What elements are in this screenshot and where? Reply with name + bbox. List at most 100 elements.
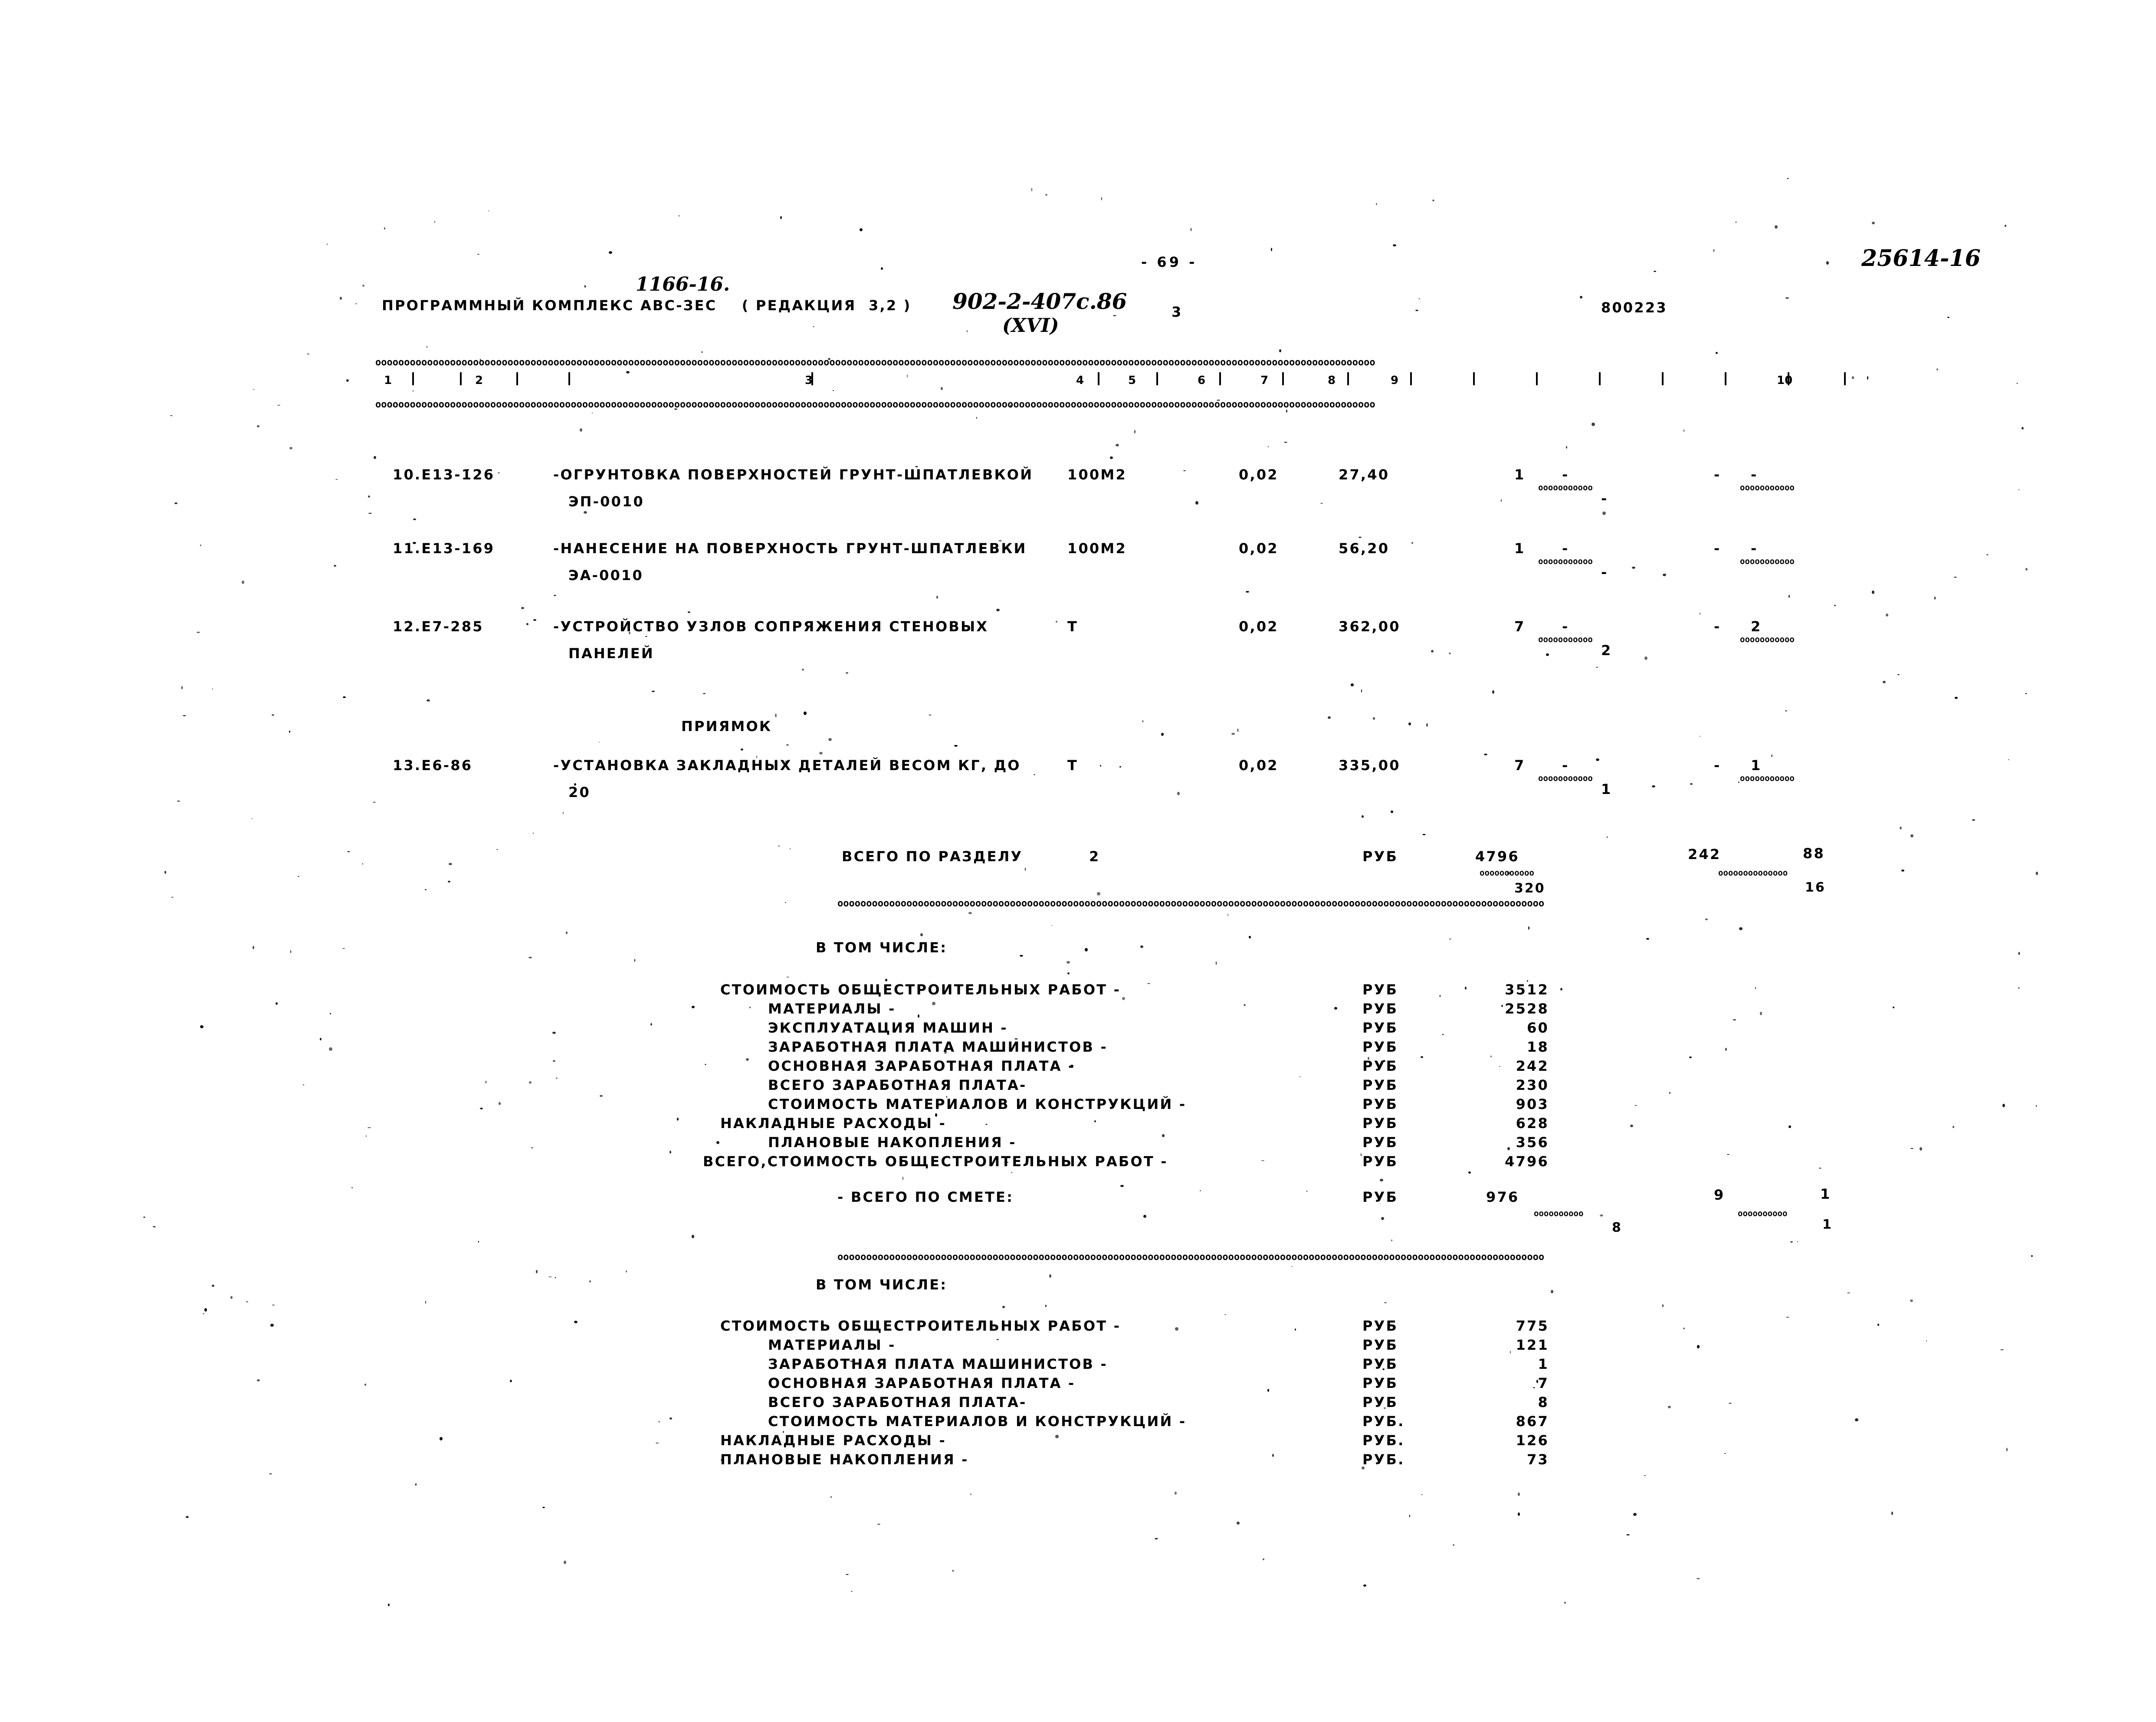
scan-speck — [701, 351, 703, 353]
scan-speck — [756, 755, 758, 759]
row-col8: - — [1601, 564, 1608, 581]
scan-speck — [449, 863, 453, 866]
scan-speck — [786, 744, 789, 746]
estimate-total-c10: 1 — [1820, 1186, 1831, 1202]
scan-speck — [1418, 298, 1420, 300]
scan-speck — [830, 1496, 832, 1499]
scan-speck — [935, 1113, 937, 1117]
column-separator — [1473, 372, 1475, 385]
scan-speck — [1101, 197, 1102, 201]
scan-speck — [177, 800, 180, 802]
breakdown-item-unit: РУБ — [1362, 1000, 1398, 1017]
scan-speck — [1551, 1289, 1554, 1293]
row-col8: - — [1601, 490, 1608, 507]
column-separator — [460, 372, 462, 385]
scan-speck — [716, 1141, 720, 1145]
scan-speck — [1667, 1406, 1671, 1409]
scan-speck — [342, 948, 345, 949]
scan-speck — [1785, 1316, 1789, 1318]
scan-speck — [413, 518, 416, 521]
scan-speck — [373, 801, 376, 803]
scan-speck — [1893, 1006, 1895, 1008]
scan-speck — [579, 428, 582, 432]
column-separator — [1599, 372, 1601, 385]
scan-speck — [2021, 426, 2024, 430]
scan-speck — [850, 1360, 853, 1362]
scan-speck — [290, 950, 292, 954]
scan-speck — [780, 216, 782, 219]
scan-speck — [1034, 774, 1036, 776]
scan-speck — [1592, 423, 1595, 426]
row-description: -УСТАНОВКА ЗАКЛАДНЫХ ДЕТАЛЕЙ ВЕСОМ КГ, Д… — [553, 757, 1021, 774]
scan-speck — [746, 1058, 749, 1061]
scan-speck — [1653, 270, 1656, 272]
breakdown-item-unit: РУБ — [1362, 1134, 1398, 1151]
scan-speck — [1051, 925, 1052, 926]
scan-speck — [1596, 667, 1598, 668]
breakdown-item-value: 4796 — [1505, 1153, 1549, 1170]
breakdown-item-label: ЗАРАБОТНАЯ ПЛАТА МАШИНИСТОВ - — [768, 1356, 1108, 1372]
scan-speck — [676, 1117, 679, 1121]
breakdown-item-label: СТОИМОСТЬ МАТЕРИАЛОВ И КОНСТРУКЦИЙ - — [768, 1413, 1187, 1430]
scan-speck — [1871, 222, 1875, 224]
scan-speck — [1384, 1302, 1387, 1303]
scan-speck — [343, 696, 346, 698]
scan-speck — [1818, 1168, 1821, 1169]
scan-speck — [936, 596, 939, 599]
scan-speck — [1392, 244, 1396, 247]
scan-speck — [1954, 696, 1958, 699]
scan-speck — [828, 738, 832, 741]
scan-speck — [1361, 689, 1362, 693]
row-col10: - — [1751, 466, 1758, 483]
scan-speck — [1375, 203, 1377, 206]
scan-speck — [2008, 759, 2010, 761]
scan-speck — [1216, 400, 1220, 401]
column-header-5: 5 — [1128, 374, 1136, 387]
scan-speck — [1147, 983, 1151, 984]
scan-speck — [1872, 590, 1875, 594]
row-underline-right: ooooooooooo — [1740, 485, 1795, 491]
scan-speck — [1261, 1160, 1265, 1161]
scan-speck — [368, 495, 370, 498]
section-total-section-no: 2 — [1089, 848, 1100, 865]
scan-speck — [1713, 249, 1714, 252]
section-total-c10-sub: 16 — [1805, 880, 1826, 895]
scan-speck — [850, 1591, 853, 1592]
scan-speck — [832, 390, 834, 391]
row-underline-right: ooooooooooo — [1740, 636, 1795, 643]
scan-speck — [365, 1135, 367, 1137]
row-underline-right: ooooooooooo — [1740, 558, 1795, 564]
scan-speck — [1279, 349, 1282, 352]
scan-speck — [2031, 1255, 2033, 1257]
scan-speck — [480, 1108, 483, 1110]
scan-speck — [1546, 653, 1549, 656]
breakdown-item-value: 242 — [1516, 1058, 1549, 1074]
scan-speck — [270, 1324, 274, 1327]
row-col9: - — [1714, 757, 1721, 774]
scan-speck — [1771, 754, 1773, 757]
scan-speck — [466, 469, 469, 471]
scan-speck — [1142, 720, 1144, 722]
scan-speck — [556, 1078, 558, 1079]
breakdown-item-unit: РУБ — [1362, 1318, 1398, 1334]
scan-speck — [881, 267, 883, 270]
breakdown-item-label: ПЛАНОВЫЕ НАКОПЛЕНИЯ - — [768, 1134, 1017, 1151]
scan-speck — [1518, 1492, 1520, 1496]
row-underline-left: ooooooooooo — [1538, 558, 1593, 564]
scan-speck — [1421, 1494, 1423, 1495]
estimate-total-unit: РУБ — [1362, 1189, 1398, 1205]
breakdown-item-value: 73 — [1527, 1451, 1549, 1468]
scan-speck — [1851, 376, 1854, 379]
scan-speck — [555, 1276, 556, 1278]
breakdown-item-label: ВСЕГО,СТОИМОСТЬ ОБЩЕСТРОИТЕЛЬНЫХ РАБОТ - — [703, 1153, 1168, 1170]
scan-speck — [1237, 728, 1238, 732]
scan-speck — [528, 1081, 532, 1084]
scan-speck — [1662, 574, 1666, 577]
scan-speck — [954, 745, 958, 747]
scan-speck — [1919, 1147, 1922, 1151]
scan-speck — [1490, 1055, 1492, 1057]
breakdown-item-unit: РУБ — [1362, 1153, 1398, 1170]
scan-speck — [257, 425, 260, 428]
scan-speck — [252, 945, 254, 949]
scan-speck — [1847, 1292, 1851, 1293]
